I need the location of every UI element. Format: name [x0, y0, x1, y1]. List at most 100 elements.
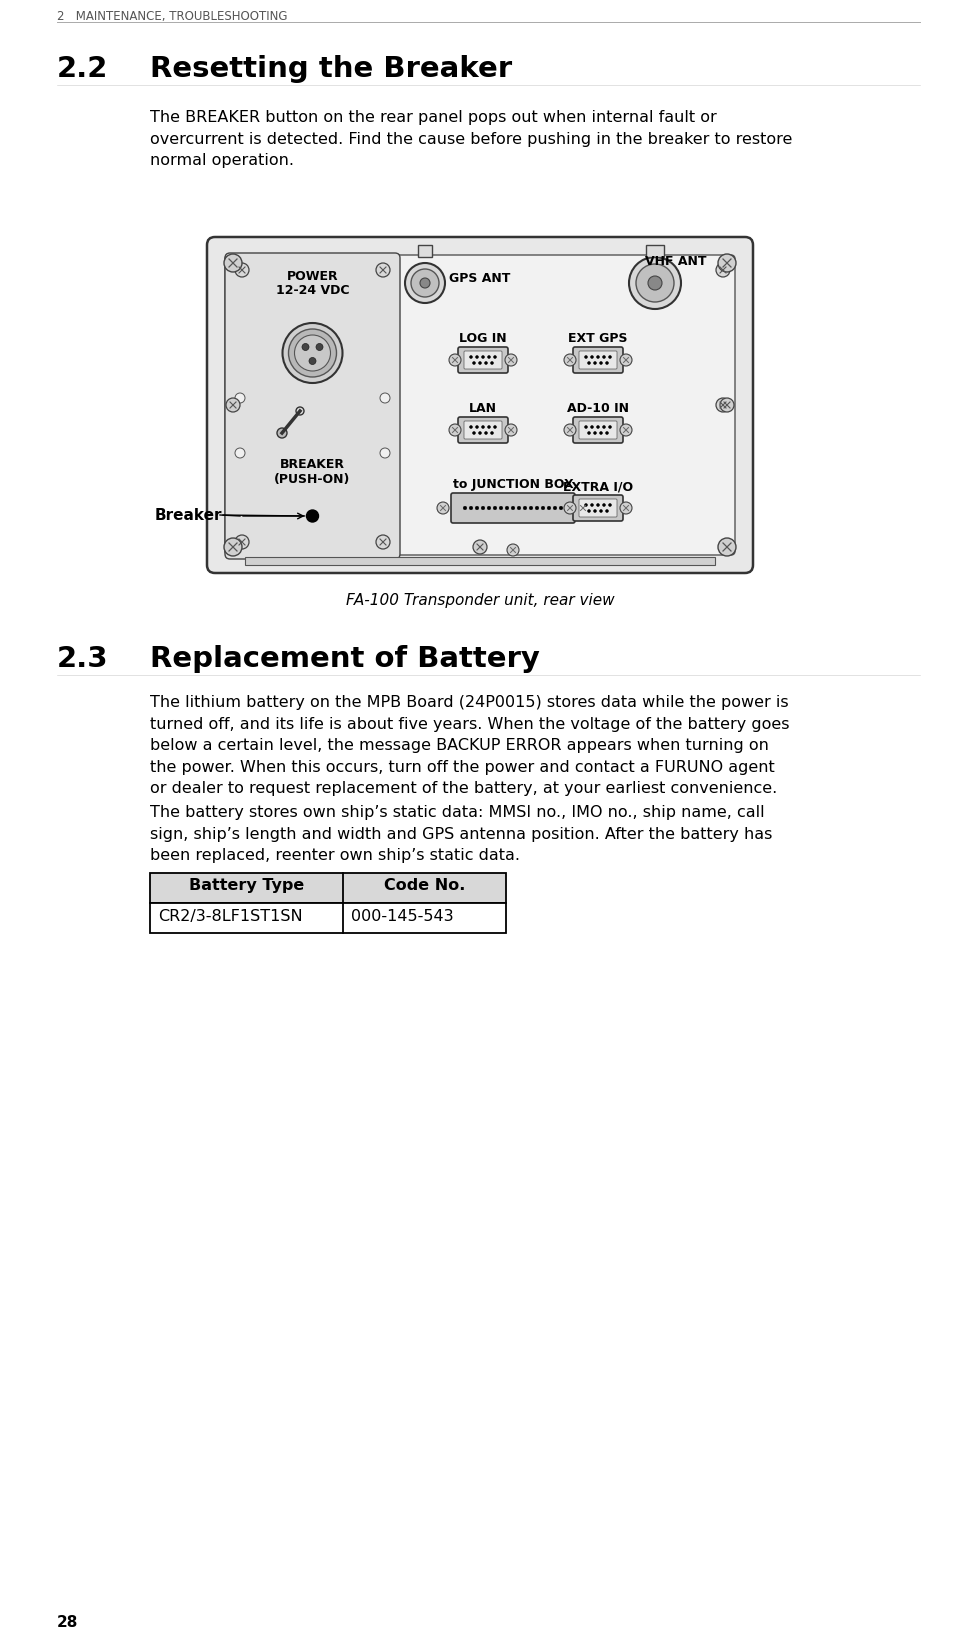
FancyBboxPatch shape	[207, 237, 753, 574]
Circle shape	[584, 425, 588, 428]
FancyBboxPatch shape	[451, 493, 575, 523]
Bar	[418, 245, 432, 257]
Circle shape	[564, 502, 576, 515]
Text: Resetting the Breaker: Resetting the Breaker	[150, 56, 512, 83]
Circle shape	[464, 507, 467, 510]
Text: VHF ANT: VHF ANT	[645, 255, 706, 268]
Circle shape	[485, 431, 488, 435]
Circle shape	[475, 356, 479, 358]
FancyBboxPatch shape	[225, 253, 400, 559]
Circle shape	[609, 503, 612, 507]
Bar	[646, 245, 664, 257]
Circle shape	[472, 361, 475, 364]
Text: 12-24 VDC: 12-24 VDC	[275, 284, 349, 297]
Text: 28: 28	[57, 1614, 78, 1631]
Circle shape	[577, 502, 589, 515]
Circle shape	[564, 355, 576, 366]
Circle shape	[302, 343, 309, 351]
Circle shape	[716, 399, 730, 412]
Circle shape	[588, 361, 591, 364]
Circle shape	[597, 356, 599, 358]
Circle shape	[620, 423, 632, 436]
Circle shape	[316, 343, 323, 351]
Circle shape	[594, 431, 597, 435]
Circle shape	[599, 431, 602, 435]
Circle shape	[599, 361, 602, 364]
Circle shape	[479, 431, 482, 435]
Text: The BREAKER button on the rear panel pops out when internal fault or
overcurrent: The BREAKER button on the rear panel pop…	[150, 109, 793, 168]
Circle shape	[307, 510, 318, 521]
Circle shape	[235, 534, 249, 549]
Circle shape	[591, 356, 594, 358]
Circle shape	[420, 278, 430, 288]
FancyBboxPatch shape	[573, 346, 623, 373]
Bar	[150, 904, 506, 933]
Circle shape	[505, 507, 509, 510]
Circle shape	[490, 361, 493, 364]
Circle shape	[629, 257, 681, 309]
Circle shape	[620, 355, 632, 366]
Circle shape	[588, 431, 591, 435]
Circle shape	[294, 335, 331, 371]
Circle shape	[283, 324, 342, 382]
Circle shape	[541, 507, 545, 510]
FancyBboxPatch shape	[225, 255, 735, 556]
Text: 2   MAINTENANCE, TROUBLESHOOTING: 2 MAINTENANCE, TROUBLESHOOTING	[57, 10, 288, 23]
Circle shape	[507, 544, 519, 556]
Circle shape	[488, 425, 490, 428]
Text: EXTRA I/O: EXTRA I/O	[563, 480, 633, 493]
FancyBboxPatch shape	[579, 422, 617, 440]
Circle shape	[594, 361, 597, 364]
Circle shape	[718, 253, 736, 271]
Text: to JUNCTION BOX: to JUNCTION BOX	[453, 479, 574, 490]
Circle shape	[482, 425, 485, 428]
Circle shape	[479, 361, 482, 364]
Circle shape	[597, 503, 599, 507]
Circle shape	[636, 265, 674, 302]
Circle shape	[511, 507, 514, 510]
Circle shape	[602, 356, 605, 358]
Circle shape	[517, 507, 521, 510]
Text: LOG IN: LOG IN	[459, 332, 507, 345]
Circle shape	[405, 263, 445, 302]
Circle shape	[449, 355, 461, 366]
Circle shape	[437, 502, 449, 515]
Circle shape	[609, 356, 612, 358]
Circle shape	[530, 507, 532, 510]
Circle shape	[488, 507, 490, 510]
FancyBboxPatch shape	[573, 495, 623, 521]
Text: BREAKER: BREAKER	[280, 458, 345, 471]
Text: Battery Type: Battery Type	[189, 877, 304, 894]
Circle shape	[620, 502, 632, 515]
Circle shape	[481, 507, 485, 510]
Circle shape	[523, 507, 527, 510]
Circle shape	[469, 507, 473, 510]
Circle shape	[588, 510, 591, 513]
Text: AD-10 IN: AD-10 IN	[567, 402, 629, 415]
Circle shape	[505, 355, 517, 366]
Circle shape	[482, 356, 485, 358]
Text: LAN: LAN	[469, 402, 497, 415]
Text: EXT GPS: EXT GPS	[568, 332, 628, 345]
Circle shape	[535, 507, 539, 510]
Circle shape	[505, 423, 517, 436]
Circle shape	[493, 507, 497, 510]
Circle shape	[499, 507, 503, 510]
Text: Replacement of Battery: Replacement of Battery	[150, 645, 540, 673]
Text: The battery stores own ship’s static data: MMSI no., IMO no., ship name, call
si: The battery stores own ship’s static dat…	[150, 806, 772, 863]
Circle shape	[493, 356, 496, 358]
Circle shape	[602, 503, 605, 507]
Text: POWER: POWER	[287, 270, 338, 283]
Circle shape	[473, 539, 487, 554]
Circle shape	[609, 425, 612, 428]
Circle shape	[376, 534, 390, 549]
Circle shape	[564, 423, 576, 436]
Text: Breaker: Breaker	[155, 508, 223, 523]
Circle shape	[584, 356, 588, 358]
Circle shape	[599, 510, 602, 513]
Circle shape	[469, 356, 472, 358]
Text: GPS ANT: GPS ANT	[449, 271, 511, 284]
Circle shape	[584, 503, 588, 507]
Circle shape	[469, 425, 472, 428]
FancyBboxPatch shape	[579, 498, 617, 516]
